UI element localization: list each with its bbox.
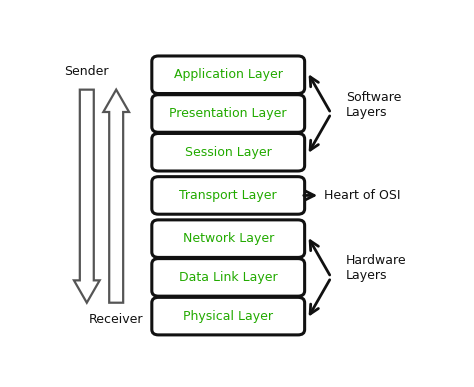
Polygon shape	[103, 90, 129, 303]
Text: Session Layer: Session Layer	[185, 146, 272, 159]
Text: Heart of OSI: Heart of OSI	[324, 189, 400, 202]
FancyBboxPatch shape	[152, 134, 305, 171]
FancyBboxPatch shape	[152, 259, 305, 296]
Text: Hardware
Layers: Hardware Layers	[346, 254, 406, 283]
Text: Physical Layer: Physical Layer	[183, 310, 273, 323]
Polygon shape	[74, 90, 100, 303]
Text: Receiver: Receiver	[89, 313, 144, 326]
Text: Data Link Layer: Data Link Layer	[179, 271, 278, 284]
FancyBboxPatch shape	[152, 176, 305, 214]
FancyBboxPatch shape	[152, 297, 305, 335]
FancyBboxPatch shape	[152, 220, 305, 257]
FancyBboxPatch shape	[152, 56, 305, 94]
Text: Presentation Layer: Presentation Layer	[170, 107, 287, 120]
Text: Application Layer: Application Layer	[174, 68, 283, 81]
Text: Transport Layer: Transport Layer	[180, 189, 277, 202]
Text: Software
Layers: Software Layers	[346, 91, 401, 118]
Text: Sender: Sender	[64, 65, 109, 78]
Text: Network Layer: Network Layer	[182, 232, 274, 245]
FancyBboxPatch shape	[152, 95, 305, 132]
